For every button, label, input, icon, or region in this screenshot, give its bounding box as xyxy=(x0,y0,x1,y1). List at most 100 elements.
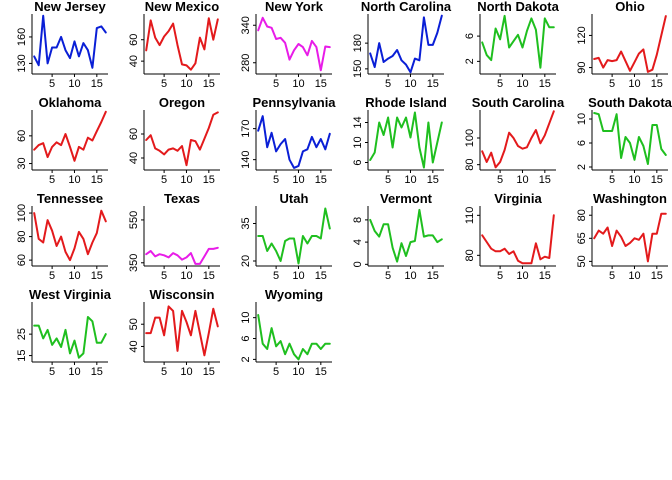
y-tick-label: 65 xyxy=(576,232,588,244)
panel-title: Tennessee xyxy=(37,191,103,206)
panel-title: North Carolina xyxy=(361,0,452,14)
y-tick-label: 100 xyxy=(16,204,28,222)
y-tick-label: 50 xyxy=(576,255,588,267)
y-tick-label: 150 xyxy=(352,60,364,78)
series-line-north-dakota xyxy=(481,14,555,69)
x-tick-label: 10 xyxy=(68,270,80,282)
y-tick-label: 4 xyxy=(352,239,364,245)
x-tick-label: 10 xyxy=(516,174,528,186)
y-tick-label: 50 xyxy=(128,318,140,330)
x-tick-label: 10 xyxy=(68,366,80,378)
x-tick-label: 5 xyxy=(161,270,167,282)
panel-title: New York xyxy=(265,0,324,14)
y-tick-label: 2 xyxy=(576,164,588,170)
y-tick-label: 40 xyxy=(128,340,140,352)
series-line-south-dakota xyxy=(593,112,667,165)
panel-vermont: Vermont 5 10 15 0 4 8 xyxy=(352,191,444,282)
y-tick-label: 170 xyxy=(240,119,252,137)
x-tick-label: 15 xyxy=(539,174,551,186)
panel-north-carolina: North Carolina 5 10 15 150 180 xyxy=(352,0,452,90)
panel-title: New Jersey xyxy=(34,0,106,14)
panel-title: Washington xyxy=(593,191,667,206)
y-tick-label: 10 xyxy=(576,113,588,125)
y-tick-label: 90 xyxy=(576,61,588,73)
y-tick-label: 30 xyxy=(16,157,28,169)
x-tick-label: 5 xyxy=(497,174,503,186)
y-tick-label: 100 xyxy=(464,129,476,147)
y-tick-label: 550 xyxy=(128,211,140,229)
x-tick-label: 5 xyxy=(273,270,279,282)
x-tick-label: 15 xyxy=(427,174,439,186)
y-tick-label: 80 xyxy=(576,209,588,221)
panel-rhode-island: Rhode Island 5 10 15 6 10 14 xyxy=(352,95,447,186)
y-tick-label: 8 xyxy=(352,217,364,223)
panel-virginia: Virginia 5 10 15 80 110 xyxy=(464,191,556,282)
x-tick-label: 10 xyxy=(180,78,192,90)
x-tick-label: 5 xyxy=(609,174,615,186)
series-line-new-jersey xyxy=(33,14,107,69)
x-tick-label: 5 xyxy=(497,78,503,90)
y-tick-label: 35 xyxy=(240,217,252,229)
x-tick-label: 15 xyxy=(539,78,551,90)
series-line-washington xyxy=(593,212,667,263)
y-tick-label: 280 xyxy=(240,54,252,72)
x-tick-label: 10 xyxy=(68,174,80,186)
x-tick-label: 5 xyxy=(49,366,55,378)
series-line-vermont xyxy=(369,208,443,263)
y-tick-label: 20 xyxy=(240,255,252,267)
x-tick-label: 15 xyxy=(315,78,327,90)
x-tick-label: 5 xyxy=(385,270,391,282)
y-tick-label: 6 xyxy=(240,335,252,341)
y-tick-label: 60 xyxy=(128,128,140,140)
y-tick-label: 14 xyxy=(352,116,364,128)
panel-title: Rhode Island xyxy=(365,95,447,110)
y-tick-label: 340 xyxy=(240,16,252,34)
panel-title: Texas xyxy=(164,191,200,206)
x-tick-label: 15 xyxy=(427,270,439,282)
panel-title: South Carolina xyxy=(472,95,565,110)
x-tick-label: 5 xyxy=(609,78,615,90)
x-tick-label: 5 xyxy=(273,174,279,186)
x-tick-label: 10 xyxy=(292,174,304,186)
series-line-tennessee xyxy=(33,209,107,262)
x-tick-label: 15 xyxy=(91,78,103,90)
panel-new-jersey: New Jersey 5 10 15 130 160 xyxy=(16,0,108,90)
series-line-utah xyxy=(257,207,331,265)
series-line-virginia xyxy=(481,214,555,265)
panel-wisconsin: Wisconsin 5 10 15 40 50 xyxy=(128,287,220,378)
x-tick-label: 15 xyxy=(315,270,327,282)
x-tick-label: 15 xyxy=(203,78,215,90)
x-tick-label: 5 xyxy=(49,270,55,282)
panel-washington: Washington 5 10 15 50 65 80 xyxy=(576,191,668,282)
y-tick-label: 6 xyxy=(576,140,588,146)
panel-texas: Texas 5 10 15 350 550 xyxy=(128,191,220,282)
panel-title: Wisconsin xyxy=(150,287,215,302)
y-tick-label: 130 xyxy=(16,54,28,72)
panel-title: Ohio xyxy=(615,0,645,14)
panel-title: Utah xyxy=(280,191,309,206)
y-tick-label: 0 xyxy=(352,261,364,267)
series-line-rhode-island xyxy=(369,111,443,169)
series-line-pennsylvania xyxy=(257,115,331,169)
panel-oklahoma: Oklahoma 5 10 15 30 60 xyxy=(16,95,108,186)
y-tick-label: 2 xyxy=(464,58,476,64)
x-tick-label: 10 xyxy=(292,270,304,282)
series-line-ohio xyxy=(593,15,667,73)
panel-title: Oklahoma xyxy=(39,95,103,110)
series-line-wisconsin xyxy=(145,305,219,357)
x-tick-label: 10 xyxy=(292,366,304,378)
x-tick-label: 5 xyxy=(385,174,391,186)
y-tick-label: 140 xyxy=(240,150,252,168)
x-tick-label: 15 xyxy=(203,174,215,186)
x-tick-label: 10 xyxy=(404,78,416,90)
x-tick-label: 5 xyxy=(161,366,167,378)
panel-west-virginia: West Virginia 5 10 15 15 25 xyxy=(16,287,112,378)
panel-wyoming: Wyoming 5 10 15 2 6 10 xyxy=(240,287,332,378)
panel-ohio: Ohio 5 10 15 90 120 xyxy=(576,0,668,90)
x-tick-label: 5 xyxy=(273,78,279,90)
y-tick-label: 6 xyxy=(464,33,476,39)
series-line-oregon xyxy=(145,111,219,167)
panel-new-mexico: New Mexico 5 10 15 40 60 xyxy=(128,0,220,90)
x-tick-label: 10 xyxy=(404,174,416,186)
x-tick-label: 5 xyxy=(161,78,167,90)
